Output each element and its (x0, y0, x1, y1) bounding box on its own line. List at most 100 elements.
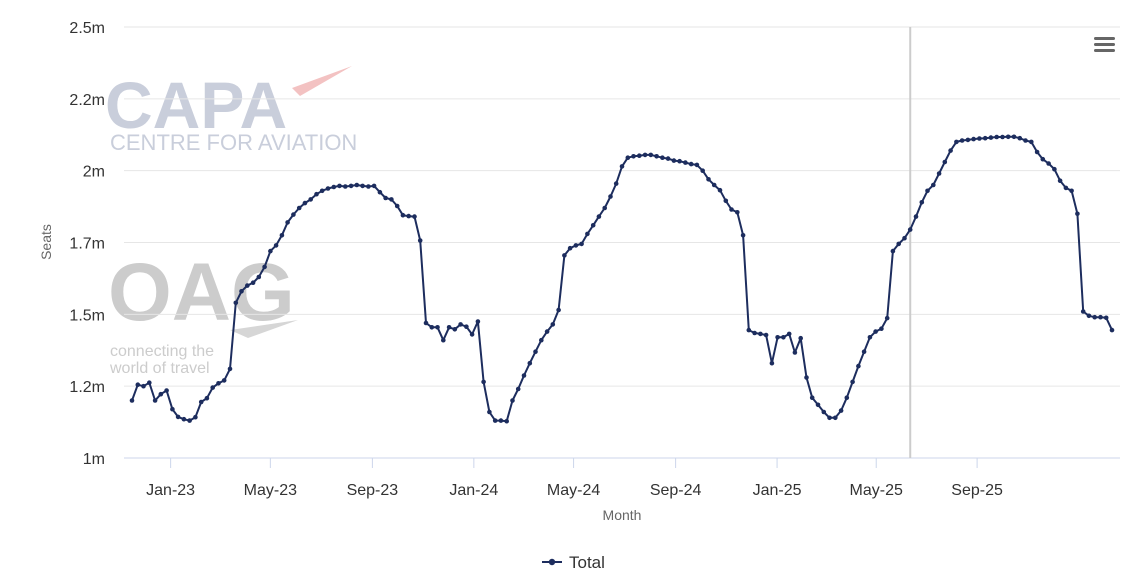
data-point[interactable] (279, 233, 285, 238)
data-point[interactable] (613, 181, 619, 186)
data-point[interactable] (175, 414, 181, 420)
data-point[interactable] (994, 134, 999, 140)
data-point[interactable] (417, 238, 423, 243)
data-point[interactable] (1057, 178, 1063, 183)
data-point[interactable] (331, 184, 337, 190)
data-point[interactable] (550, 322, 556, 327)
data-point[interactable] (700, 168, 705, 173)
data-point[interactable] (1000, 134, 1005, 140)
data-point[interactable] (567, 245, 573, 251)
data-point[interactable] (936, 171, 942, 176)
data-point[interactable] (366, 184, 371, 189)
data-point[interactable] (1109, 327, 1115, 333)
data-point[interactable] (1046, 161, 1051, 166)
data-point[interactable] (809, 395, 815, 401)
data-point[interactable] (717, 187, 723, 193)
data-point[interactable] (273, 243, 279, 248)
data-point[interactable] (579, 241, 584, 247)
data-point[interactable] (746, 327, 752, 333)
data-point[interactable] (1086, 313, 1092, 319)
data-point[interactable] (1103, 315, 1109, 321)
data-point[interactable] (769, 360, 775, 366)
data-point[interactable] (815, 402, 821, 408)
data-point[interactable] (221, 378, 227, 383)
data-point[interactable] (521, 373, 527, 378)
data-point[interactable] (504, 418, 510, 424)
data-point[interactable] (325, 186, 331, 191)
data-point[interactable] (256, 274, 262, 280)
data-point[interactable] (792, 350, 798, 355)
data-point[interactable] (683, 160, 688, 165)
data-point[interactable] (844, 395, 850, 401)
data-point[interactable] (631, 154, 636, 159)
data-point[interactable] (308, 197, 314, 202)
data-point[interactable] (539, 337, 544, 343)
data-point[interactable] (250, 280, 256, 286)
data-point[interactable] (856, 363, 861, 369)
data-point[interactable] (648, 152, 654, 158)
data-point[interactable] (931, 182, 936, 188)
data-point[interactable] (982, 135, 988, 141)
data-point[interactable] (360, 183, 365, 189)
data-point[interactable] (867, 335, 873, 340)
data-point[interactable] (879, 326, 884, 332)
data-point[interactable] (210, 385, 215, 390)
data-point[interactable] (383, 195, 388, 201)
data-point[interactable] (544, 329, 550, 334)
data-point[interactable] (187, 418, 192, 423)
data-point[interactable] (533, 349, 538, 355)
data-point[interactable] (216, 381, 221, 386)
data-point[interactable] (573, 243, 579, 248)
data-point[interactable] (181, 416, 187, 422)
data-point[interactable] (1075, 211, 1080, 217)
data-point[interactable] (527, 360, 533, 366)
data-point[interactable] (954, 139, 959, 145)
data-point[interactable] (394, 203, 400, 209)
data-point[interactable] (775, 335, 780, 340)
data-point[interactable] (147, 380, 152, 386)
data-point[interactable] (902, 235, 907, 241)
data-point[interactable] (833, 415, 838, 421)
data-point[interactable] (948, 148, 953, 153)
data-point[interactable] (671, 158, 677, 163)
data-point[interactable] (389, 197, 394, 202)
data-point[interactable] (239, 289, 244, 294)
data-point[interactable] (1005, 134, 1011, 140)
data-point[interactable] (135, 382, 141, 388)
data-point[interactable] (452, 327, 458, 332)
data-point[interactable] (654, 154, 659, 159)
data-point[interactable] (377, 189, 383, 195)
data-point[interactable] (510, 398, 515, 403)
data-point[interactable] (464, 324, 469, 330)
data-point[interactable] (781, 335, 786, 340)
data-point[interactable] (412, 214, 417, 219)
data-point[interactable] (204, 395, 210, 401)
data-point[interactable] (1080, 309, 1086, 314)
data-point[interactable] (1029, 139, 1034, 145)
data-point[interactable] (971, 136, 976, 142)
data-point[interactable] (458, 322, 463, 327)
data-point[interactable] (423, 320, 429, 326)
data-point[interactable] (337, 183, 342, 189)
data-point[interactable] (481, 379, 486, 385)
data-point[interactable] (291, 212, 296, 217)
data-point[interactable] (487, 409, 492, 415)
data-point[interactable] (1017, 135, 1023, 141)
data-point[interactable] (343, 184, 348, 189)
data-point[interactable] (1092, 314, 1097, 320)
data-point[interactable] (429, 325, 435, 330)
data-point[interactable] (152, 398, 158, 403)
data-point[interactable] (642, 152, 648, 158)
data-point[interactable] (245, 283, 250, 288)
data-point[interactable] (435, 325, 440, 330)
data-point[interactable] (890, 248, 896, 254)
data-point[interactable] (786, 331, 792, 337)
data-point[interactable] (515, 386, 521, 392)
data-point[interactable] (798, 335, 803, 341)
data-point[interactable] (1063, 185, 1069, 191)
data-point[interactable] (585, 231, 590, 237)
data-point[interactable] (1011, 134, 1017, 140)
data-point[interactable] (371, 183, 377, 189)
data-point[interactable] (706, 177, 711, 182)
data-point[interactable] (896, 241, 901, 247)
